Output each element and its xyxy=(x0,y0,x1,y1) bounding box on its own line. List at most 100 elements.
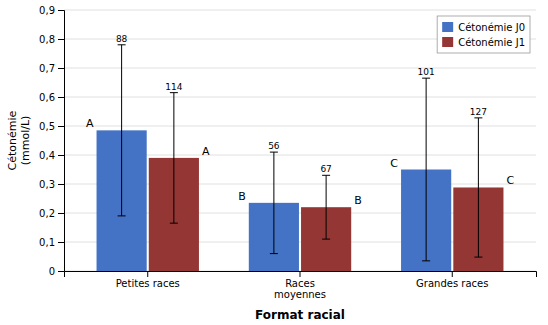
legend-frame xyxy=(437,16,530,53)
tick: 0,3 xyxy=(39,179,64,190)
tick-label: 0,5 xyxy=(39,121,55,132)
error-cap xyxy=(474,257,482,258)
error-bar xyxy=(474,118,482,257)
tick-mark xyxy=(58,68,64,69)
tick: 0,5 xyxy=(39,121,64,132)
error-line xyxy=(426,78,427,261)
error-cap xyxy=(270,152,278,153)
legend-item: Cétonémie J1 xyxy=(442,37,525,48)
tick-mark xyxy=(58,97,64,98)
tick: 0,1 xyxy=(39,237,64,248)
tick: 0 xyxy=(49,266,64,277)
bars xyxy=(97,45,504,271)
x-axis: Petites races Racesmoyennes Grandes races xyxy=(65,271,537,300)
error-bar xyxy=(118,45,126,216)
tick-label: 0 xyxy=(49,266,55,277)
error-line xyxy=(173,93,174,224)
error-cap xyxy=(422,260,430,261)
error-line xyxy=(478,118,479,257)
grid-line xyxy=(64,68,536,69)
grid-line xyxy=(64,126,536,127)
tick: 0,6 xyxy=(39,92,64,103)
y-axis-title: Cétonémie(mmol/L) xyxy=(6,110,32,170)
error-cap xyxy=(474,117,482,118)
plot: 0 0,1 0,2 0,3 0,4 0,5 0,6 0,7 0,8 0,9 Petites race… xyxy=(39,5,536,300)
tick-label-line: moyennes xyxy=(274,289,326,300)
error-label: 114 xyxy=(165,82,182,92)
error-bar xyxy=(422,78,430,261)
tick-label: 0,9 xyxy=(39,5,55,16)
error-cap xyxy=(170,92,178,93)
sig-label: C xyxy=(390,157,398,170)
error-cap xyxy=(422,78,430,79)
legend-item: Cétonémie J0 xyxy=(442,22,525,33)
tick-mark xyxy=(58,213,64,214)
error-cap xyxy=(322,239,330,240)
sig-label: B xyxy=(238,190,246,203)
tick: 0,8 xyxy=(39,34,64,45)
error-cap xyxy=(170,223,178,224)
error-label: 88 xyxy=(116,34,128,44)
tick-label: Grandes races xyxy=(416,278,488,289)
y-axis-title-line: (mmol/L) xyxy=(19,116,32,166)
tick: 0,7 xyxy=(39,63,64,74)
grid xyxy=(64,10,536,271)
tick-label: Petites races xyxy=(116,278,180,289)
tick-mark xyxy=(300,271,301,277)
tick-label: 0,8 xyxy=(39,34,55,45)
error-label: 56 xyxy=(268,141,280,151)
tick-mark xyxy=(58,184,64,185)
tick-label: 0,4 xyxy=(39,150,55,161)
error-cap xyxy=(118,44,126,45)
error-cap xyxy=(322,175,330,176)
tick-mark xyxy=(452,271,453,277)
sig-label: A xyxy=(202,145,210,158)
legend-label: Cétonémie J0 xyxy=(458,22,525,33)
x-axis-title: Format racial xyxy=(255,308,345,322)
tick: 0,9 xyxy=(39,5,64,16)
error-label: 67 xyxy=(320,164,331,174)
tick-mark xyxy=(147,271,148,277)
chart: 0 0,1 0,2 0,3 0,4 0,5 0,6 0,7 0,8 0,9 Petites race… xyxy=(0,0,548,325)
axis-line xyxy=(58,11,65,272)
tick-mark xyxy=(58,39,64,40)
tick: Grandes races xyxy=(416,271,488,289)
tick-label: 0,3 xyxy=(39,179,55,190)
error-cap xyxy=(270,253,278,254)
tick-label: 0,1 xyxy=(39,237,55,248)
series xyxy=(149,93,504,271)
y-axis: 0 0,1 0,2 0,3 0,4 0,5 0,6 0,7 0,8 0,9 xyxy=(39,5,64,277)
sig-label: A xyxy=(86,117,94,130)
tick-mark xyxy=(58,126,64,127)
tick-label: 0,6 xyxy=(39,92,55,103)
legend-label: Cétonémie J1 xyxy=(458,37,525,48)
tick-label-line: Grandes races xyxy=(416,278,488,289)
tick: Petites races xyxy=(116,271,180,289)
annotations: 88 A 56 B 101 C 114 A 67 B 127 C xyxy=(86,34,514,207)
error-label: 127 xyxy=(470,107,487,117)
y-axis-title-line: Cétonémie xyxy=(6,110,19,170)
grid-line xyxy=(64,97,536,98)
axis-line xyxy=(65,272,537,278)
tick-label-line: Races xyxy=(285,278,315,289)
error-bar xyxy=(270,152,278,254)
tick-mark xyxy=(58,155,64,156)
legend-swatch xyxy=(442,37,453,47)
tick: 0,2 xyxy=(39,208,64,219)
tick-mark xyxy=(58,10,64,11)
sig-label: C xyxy=(506,174,514,187)
tick-label-line: Petites races xyxy=(116,278,180,289)
legend: Cétonémie J0 Cétonémie J1 xyxy=(437,16,530,53)
tick-mark xyxy=(58,242,64,243)
error-line xyxy=(273,152,274,254)
sig-label: B xyxy=(354,194,362,207)
tick-mark xyxy=(58,271,64,272)
error-line xyxy=(326,175,327,239)
error-label: 101 xyxy=(418,67,435,77)
error-bar xyxy=(322,175,330,239)
tick-label: 0,7 xyxy=(39,63,55,74)
tick-label: 0,2 xyxy=(39,208,55,219)
series xyxy=(97,45,452,271)
grid-line xyxy=(64,10,536,11)
tick-label: Racesmoyennes xyxy=(274,278,326,300)
